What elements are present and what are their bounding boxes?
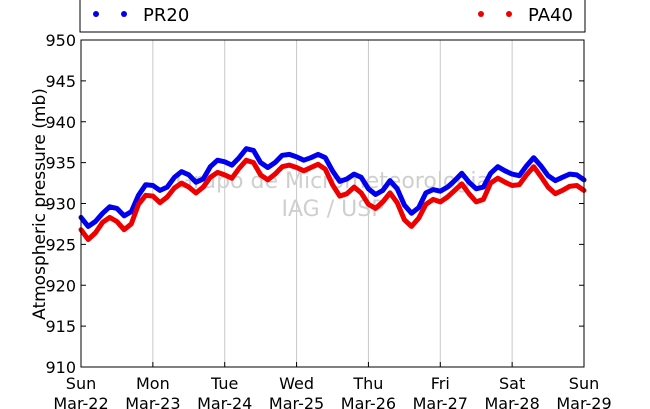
y-axis: 910 915 920 925 930 935 940 945 950 <box>45 31 584 377</box>
legend-box <box>79 0 586 33</box>
x-tick-label-day: Sun <box>569 374 599 393</box>
x-tick-label-date: Mar-24 <box>197 394 252 409</box>
x-tick-label-day: Tue <box>210 374 238 393</box>
x-tick-label-day: Sat <box>499 374 525 393</box>
x-tick-label-date: Mar-27 <box>413 394 468 409</box>
x-tick-label-day: Fri <box>431 374 450 393</box>
x-tick-label-date: Mar-25 <box>269 394 324 409</box>
series-line-pa40 <box>78 157 587 242</box>
y-tick-label: 915 <box>45 317 76 336</box>
legend-marker-pr20 <box>121 11 127 17</box>
y-tick-label: 935 <box>45 154 76 173</box>
x-tick-label-date: Mar-26 <box>341 394 396 409</box>
x-tick-label-day: Thu <box>352 374 383 393</box>
legend-marker-pa40 <box>506 11 512 17</box>
x-axis: SunMar-22MonMar-23TueMar-24WedMar-25ThuM… <box>53 362 612 409</box>
y-tick-label: 910 <box>45 358 76 377</box>
x-tick-label-date: Mar-28 <box>484 394 539 409</box>
y-tick-label: 945 <box>45 72 76 91</box>
legend: PR20 PA40 <box>79 0 586 33</box>
y-tick-label: 920 <box>45 276 76 295</box>
y-tick-label: 930 <box>45 195 76 214</box>
x-tick-label-date: Mar-22 <box>53 394 108 409</box>
series-line-pr20 <box>78 146 587 229</box>
y-tick-label: 925 <box>45 235 76 254</box>
x-tick-label-date: Mar-29 <box>556 394 611 409</box>
legend-marker-pa40 <box>478 11 484 17</box>
series-layer <box>78 146 587 242</box>
x-tick-label-day: Mon <box>136 374 170 393</box>
x-tick-label-date: Mar-23 <box>125 394 180 409</box>
legend-entry-pa40: PA40 <box>478 5 573 26</box>
x-tick-label-day: Sun <box>66 374 96 393</box>
legend-label-pa40: PA40 <box>528 5 573 26</box>
legend-label-pr20: PR20 <box>143 5 189 26</box>
legend-entry-pr20: PR20 <box>93 5 189 26</box>
x-tick-label-day: Wed <box>279 374 314 393</box>
y-tick-label: 950 <box>45 31 76 50</box>
legend-marker-pr20 <box>93 11 99 17</box>
y-tick-label: 940 <box>45 113 76 132</box>
y-axis-label: Atmospheric pressure (mb) <box>30 88 50 320</box>
